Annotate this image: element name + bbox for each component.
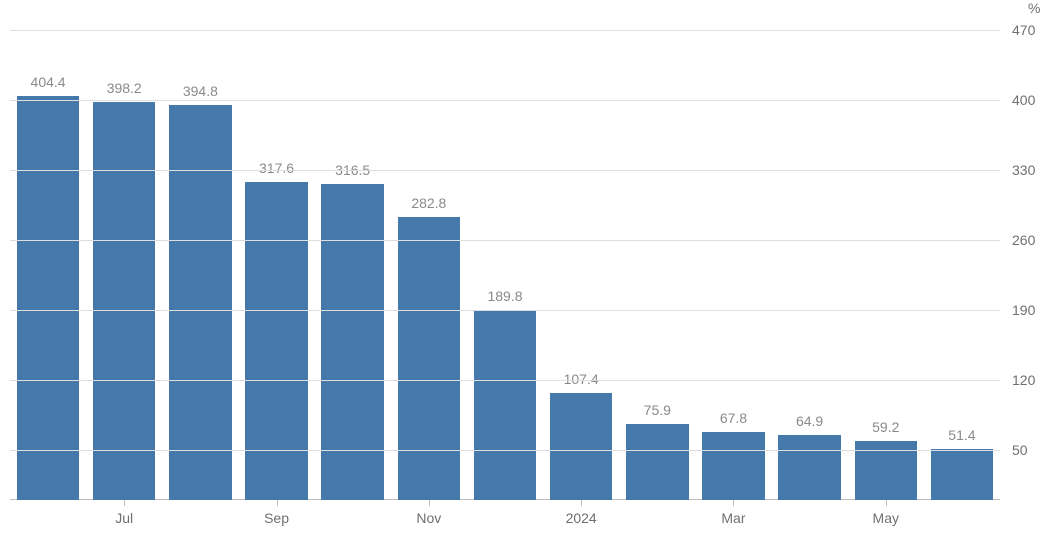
x-tick-label: Nov bbox=[416, 510, 441, 526]
bar-slot: 107.4 bbox=[543, 10, 619, 500]
bar bbox=[93, 102, 155, 500]
gridline bbox=[10, 30, 1000, 31]
bar bbox=[169, 105, 231, 500]
gridline bbox=[10, 380, 1000, 381]
x-tick bbox=[886, 500, 887, 506]
bar bbox=[474, 310, 536, 500]
x-tick bbox=[277, 500, 278, 506]
y-tick-label: 260 bbox=[1012, 232, 1035, 248]
bar bbox=[550, 393, 612, 500]
x-tick bbox=[733, 500, 734, 506]
gridline bbox=[10, 100, 1000, 101]
x-tick bbox=[581, 500, 582, 506]
x-tick bbox=[429, 500, 430, 506]
bar-value-label: 282.8 bbox=[391, 195, 467, 211]
bar bbox=[626, 424, 688, 500]
y-axis-unit-label: % bbox=[1028, 0, 1040, 16]
bar-value-label: 394.8 bbox=[162, 83, 238, 99]
bar bbox=[398, 217, 460, 500]
bar-value-label: 398.2 bbox=[86, 80, 162, 96]
bar-slot: 51.4 bbox=[924, 10, 1000, 500]
bar-slot: 282.8 bbox=[391, 10, 467, 500]
plot-area: 404.4398.2394.8 317.6316.5282.8 189.8 107.4… bbox=[10, 10, 1000, 500]
bar bbox=[778, 435, 840, 500]
bar-slot: 317.6 bbox=[238, 10, 314, 500]
bar-value-label: 107.4 bbox=[543, 371, 619, 387]
gridline bbox=[10, 310, 1000, 311]
bar-value-label: 404.4 bbox=[10, 74, 86, 90]
bar-value-label: 189.8 bbox=[467, 288, 543, 304]
y-tick-label: 330 bbox=[1012, 162, 1035, 178]
bar-value-label: 59.2 bbox=[848, 419, 924, 435]
y-tick-label: 120 bbox=[1012, 372, 1035, 388]
bar bbox=[702, 432, 764, 500]
bar-slot: 59.2 bbox=[848, 10, 924, 500]
x-tick-label: May bbox=[873, 510, 899, 526]
bar bbox=[17, 96, 79, 500]
x-tick-label: Sep bbox=[264, 510, 289, 526]
bars-layer: 404.4398.2394.8 317.6316.5282.8 189.8 107.4… bbox=[10, 10, 1000, 500]
y-tick-label: 400 bbox=[1012, 92, 1035, 108]
gridline bbox=[10, 170, 1000, 171]
bar-value-label: 51.4 bbox=[924, 427, 1000, 443]
bar-slot: 75.9 bbox=[619, 10, 695, 500]
bar bbox=[321, 184, 383, 501]
y-tick-label: 190 bbox=[1012, 302, 1035, 318]
bar-value-label: 64.9 bbox=[772, 413, 848, 429]
x-tick-label: Mar bbox=[721, 510, 745, 526]
gridline bbox=[10, 240, 1000, 241]
x-tick bbox=[124, 500, 125, 506]
bar-slot: 67.8 bbox=[695, 10, 771, 500]
bar-value-label: 67.8 bbox=[695, 410, 771, 426]
bar-slot: 316.5 bbox=[315, 10, 391, 500]
chart-container: 404.4398.2394.8 317.6316.5282.8 189.8 107.4… bbox=[0, 0, 1051, 534]
y-tick-label: 50 bbox=[1012, 442, 1028, 458]
bar-slot: 189.8 bbox=[467, 10, 543, 500]
x-tick-label: Jul bbox=[115, 510, 133, 526]
bar bbox=[245, 182, 307, 500]
bar-slot: 404.4 bbox=[10, 10, 86, 500]
bar-value-label: 75.9 bbox=[619, 402, 695, 418]
gridline bbox=[10, 450, 1000, 451]
bar-slot: 394.8 bbox=[162, 10, 238, 500]
bar-slot: 398.2 bbox=[86, 10, 162, 500]
x-tick-label: 2024 bbox=[566, 510, 597, 526]
bar-slot: 64.9 bbox=[772, 10, 848, 500]
bar bbox=[931, 449, 993, 500]
bar-value-label: 317.6 bbox=[238, 160, 314, 176]
y-tick-label: 470 bbox=[1012, 22, 1035, 38]
